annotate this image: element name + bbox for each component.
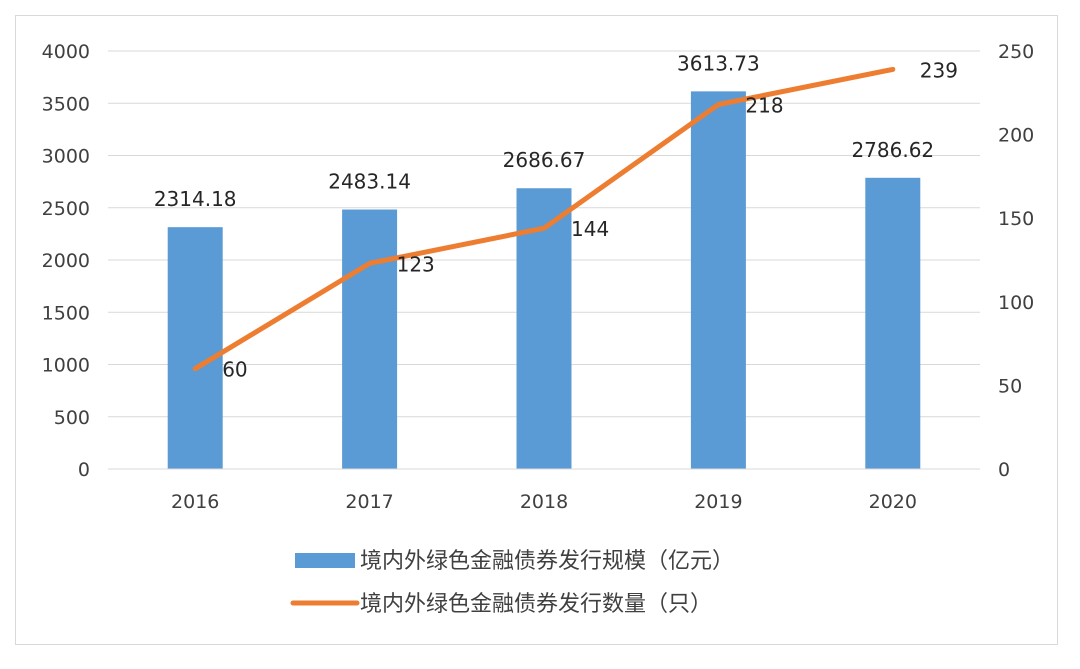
y-left-tick-label: 3000: [42, 146, 90, 168]
y-left-tick-label: 1500: [42, 302, 90, 324]
y-right-tick-label: 50: [998, 375, 1022, 397]
bar-data-label: 3613.73: [677, 51, 760, 75]
line-data-label: 123: [397, 252, 435, 276]
y-left-tick-label: 3500: [42, 93, 90, 115]
y-left-tick-label: 1000: [42, 355, 90, 377]
y-left-tick-label: 0: [78, 459, 90, 481]
bar: [690, 91, 746, 470]
bar-data-label: 2314.18: [154, 187, 237, 211]
x-tick-label: 2018: [520, 491, 568, 513]
bar: [865, 177, 921, 469]
y-left-tick-label: 4000: [42, 41, 90, 63]
bar: [516, 188, 572, 469]
line-data-label: 218: [745, 94, 783, 118]
y-left-tick-label: 2500: [42, 198, 90, 220]
y-right-tick-label: 200: [998, 125, 1034, 147]
y-right-tick-label: 0: [998, 459, 1010, 481]
x-tick-label: 2016: [171, 491, 219, 513]
legend-label-line: 境内外绿色金融债券发行数量（只）: [360, 592, 712, 617]
y-right-tick-label: 100: [998, 292, 1034, 314]
y-right-tick-label: 250: [998, 41, 1034, 63]
bar: [167, 227, 223, 469]
legend-label-bar: 境内外绿色金融债券发行规模（亿元）: [360, 549, 734, 574]
y-right-tick-label: 150: [998, 208, 1034, 230]
legend-swatch-bar: [295, 553, 355, 568]
line-data-label: 144: [571, 217, 609, 241]
x-tick-label: 2017: [345, 491, 393, 513]
x-tick-label: 2019: [694, 491, 742, 513]
line-series: [192, 66, 896, 372]
bar-data-label: 2786.62: [851, 138, 934, 162]
line-data-label: 239: [920, 58, 958, 82]
line-data-label: 60: [222, 358, 247, 382]
bar-data-label: 2686.67: [503, 148, 586, 172]
y-left-tick-label: 2000: [42, 250, 90, 272]
x-tick-label: 2020: [869, 491, 917, 513]
bar-data-label: 2483.14: [328, 170, 411, 194]
y-left-tick-label: 500: [54, 407, 90, 429]
bar: [342, 209, 398, 469]
